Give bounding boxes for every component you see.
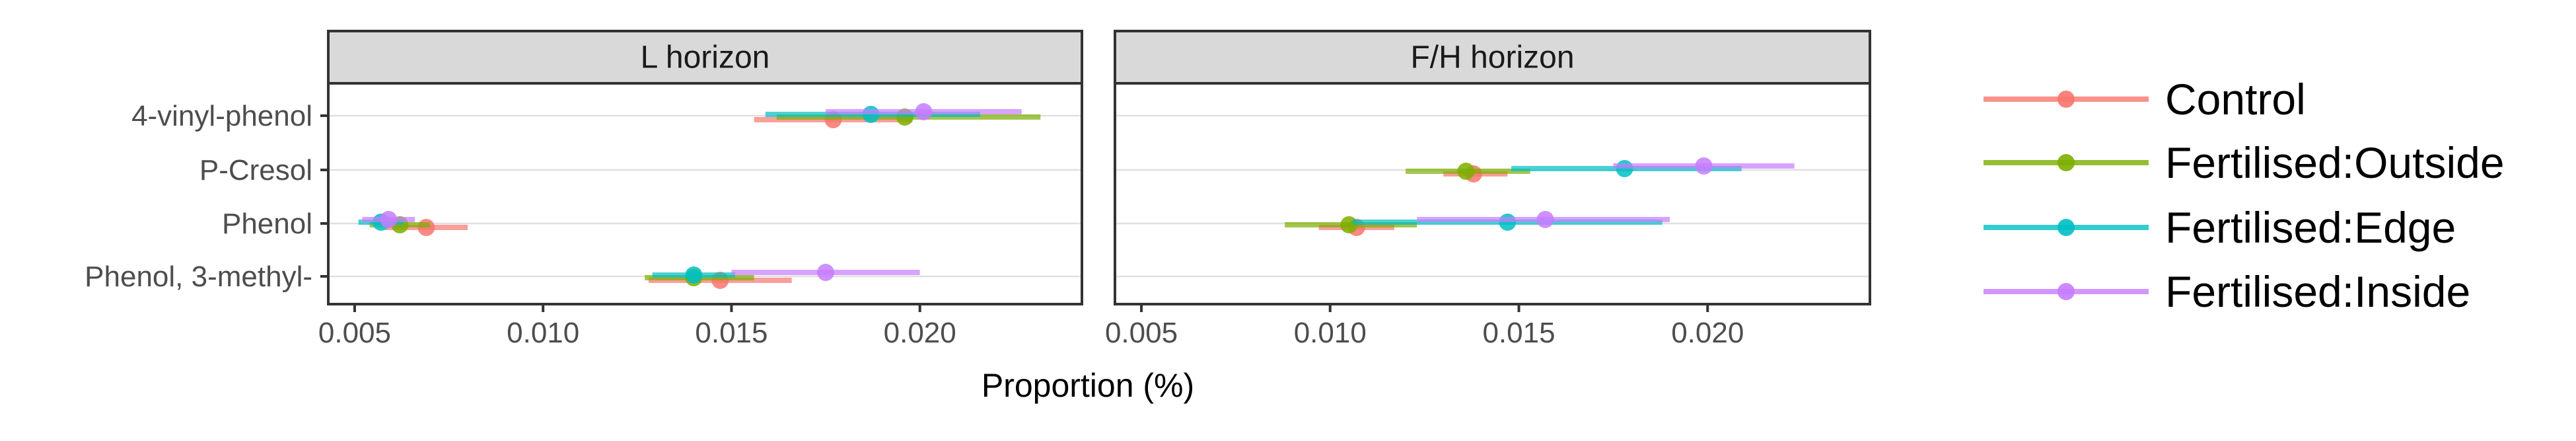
y-tick-label: Phenol, 3-methyl- — [85, 261, 312, 293]
panel-border — [1114, 82, 1871, 305]
legend: Control Fertilised:Outside Fertilised:Edge… — [1984, 75, 2505, 316]
point-1-1 — [1457, 163, 1475, 180]
y-tick-label: 4-vinyl-phenol — [131, 100, 312, 132]
x-tick-label: 0.005 — [1105, 317, 1178, 349]
point-3-2 — [1536, 211, 1554, 228]
point-3-1 — [1695, 157, 1713, 175]
panel-1: L horizon 0.005 0.010 0.015 0.020 — [318, 30, 1083, 349]
legend-item: Fertilised:Outside — [1984, 138, 2505, 187]
x-tick-label: 0.010 — [1294, 317, 1367, 349]
point-3-0 — [915, 103, 933, 120]
point-3-3 — [817, 264, 835, 281]
x-tick-label: 0.015 — [695, 317, 768, 349]
legend-item: Fertilised:Edge — [1984, 203, 2456, 252]
plot-background — [1115, 83, 1870, 304]
x-tick-label: 0.020 — [1671, 317, 1744, 349]
plot-background — [328, 83, 1082, 304]
facet-strip — [1114, 30, 1871, 85]
x-tick-label: 0.020 — [884, 317, 956, 349]
panel-border — [327, 82, 1083, 305]
legend-key-point — [2057, 283, 2075, 300]
point-3-2 — [380, 211, 398, 228]
legend-label: Fertilised:Outside — [2165, 138, 2505, 187]
legend-key-point — [2057, 91, 2075, 108]
point-2-3 — [685, 266, 703, 284]
facet-title: F/H horizon — [1410, 40, 1574, 75]
legend-label: Fertilised:Edge — [2165, 203, 2456, 252]
y-tick-label: P-Cresol — [199, 154, 312, 186]
y-axis-labels: 4-vinyl-phenol P-Cresol Phenol Phenol, 3-me… — [85, 100, 328, 293]
legend-item: Fertilised:Inside — [1984, 267, 2470, 316]
legend-label: Fertilised:Inside — [2165, 267, 2470, 316]
y-tick-label: Phenol — [222, 208, 312, 240]
legend-label: Control — [2165, 75, 2306, 124]
x-tick-label: 0.005 — [318, 317, 391, 349]
panel-2: F/H horizon 0.005 0.010 0.015 0.020 — [1105, 30, 1871, 349]
x-axis-title: Proportion (%) — [982, 367, 1194, 404]
legend-key-point — [2057, 219, 2075, 236]
facet-title: L horizon — [641, 40, 770, 75]
legend-item: Control — [1984, 75, 2306, 124]
facet-strip — [327, 30, 1083, 85]
x-tick-label: 0.015 — [1482, 317, 1555, 349]
legend-key-point — [2057, 154, 2075, 171]
x-tick-label: 0.010 — [507, 317, 579, 349]
